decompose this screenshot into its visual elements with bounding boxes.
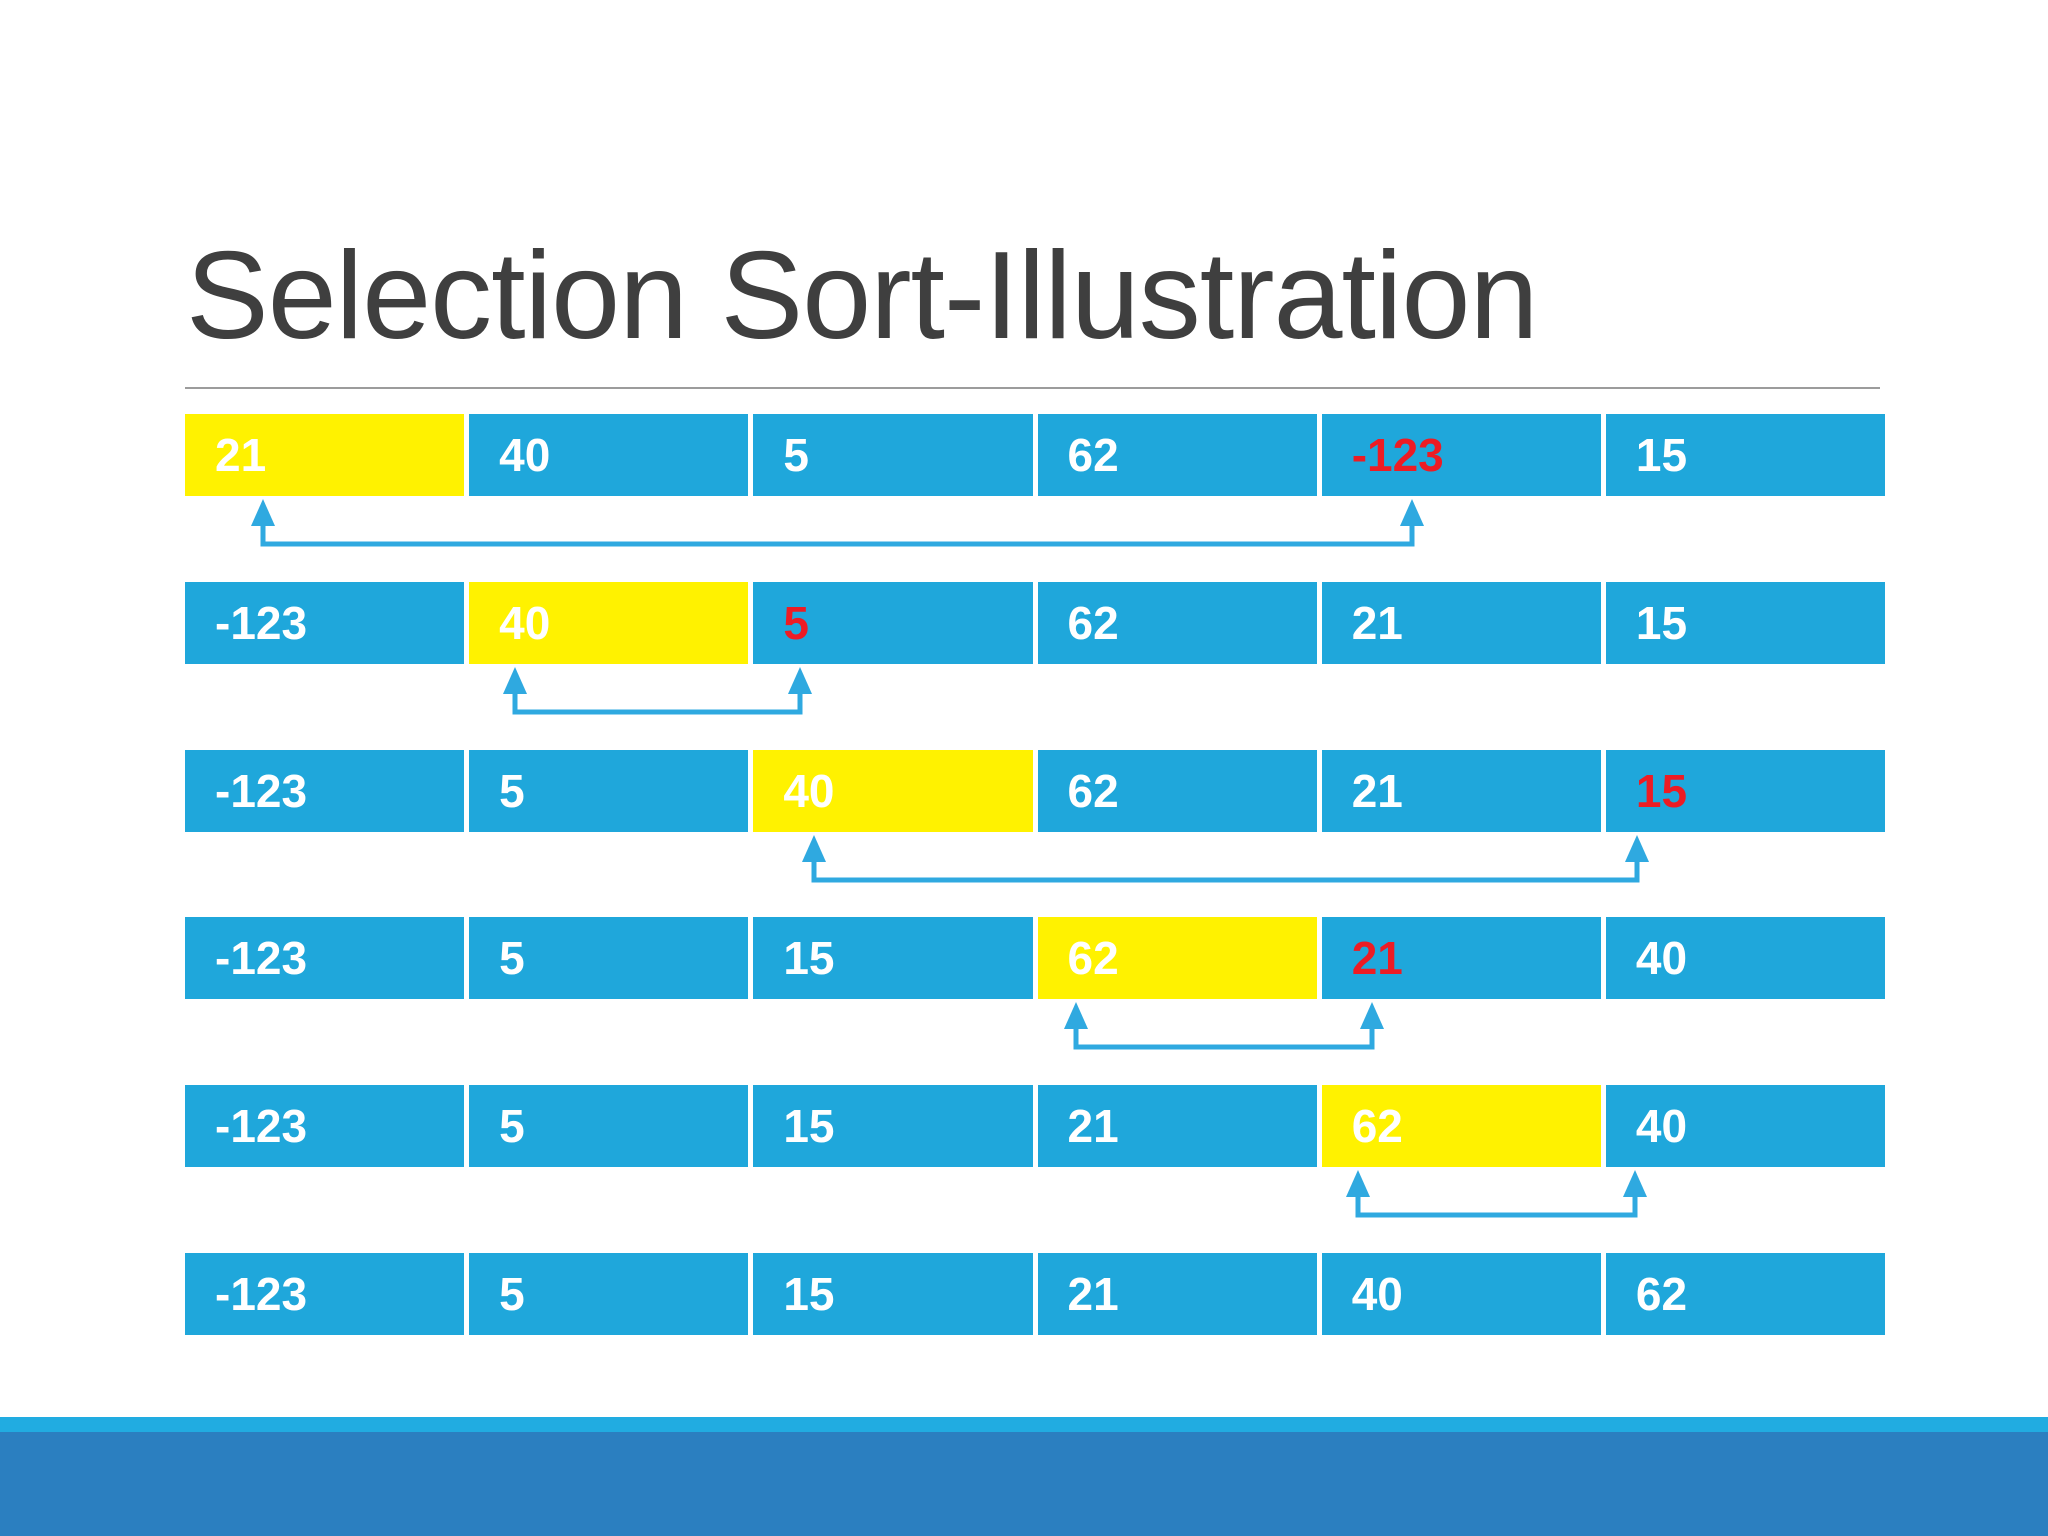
- array-row-step-1: 21 40 5 62 -123 15: [185, 414, 1886, 496]
- array-cell-step2-col5: 21: [1321, 582, 1601, 664]
- array-cell-step5-col6: 40: [1605, 1085, 1886, 1167]
- title-separator-line: [185, 387, 1880, 389]
- array-cell-step5-col5: 62: [1321, 1085, 1601, 1167]
- array-cell-step1-col1: 21: [185, 414, 465, 496]
- array-cell-step6-col4: 21: [1037, 1253, 1317, 1335]
- array-row-step-4: -123 5 15 62 21 40: [185, 917, 1886, 999]
- array-cell-step2-col1: -123: [185, 582, 465, 664]
- array-cell-step3-col3: 40: [753, 750, 1033, 832]
- array-row-step-2: -123 40 5 62 21 15: [185, 582, 1886, 664]
- array-cell-step5-col1: -123: [185, 1085, 465, 1167]
- array-cell-step2-col2: 40: [469, 582, 749, 664]
- array-cell-step3-col5: 21: [1321, 750, 1601, 832]
- array-cell-step6-col5: 40: [1321, 1253, 1601, 1335]
- array-cell-step6-col2: 5: [469, 1253, 749, 1335]
- array-cell-step4-col2: 5: [469, 917, 749, 999]
- array-cell-step6-col3: 15: [753, 1253, 1033, 1335]
- array-cell-step4-col4: 62: [1037, 917, 1317, 999]
- footer-accent-strip: [0, 1417, 2048, 1432]
- array-row-step-6: -123 5 15 21 40 62: [185, 1253, 1886, 1335]
- array-cell-step4-col1: -123: [185, 917, 465, 999]
- array-cell-step5-col3: 15: [753, 1085, 1033, 1167]
- array-row-step-3: -123 5 40 62 21 15: [185, 750, 1886, 832]
- array-cell-step5-col2: 5: [469, 1085, 749, 1167]
- footer-bar: [0, 1432, 2048, 1536]
- array-cell-step2-col6: 15: [1605, 582, 1886, 664]
- array-cell-step4-col6: 40: [1605, 917, 1886, 999]
- array-row-step-5: -123 5 15 21 62 40: [185, 1085, 1886, 1167]
- array-cell-step1-col3: 5: [753, 414, 1033, 496]
- array-cell-step1-col2: 40: [469, 414, 749, 496]
- array-cell-step3-col4: 62: [1037, 750, 1317, 832]
- array-cell-step4-col3: 15: [753, 917, 1033, 999]
- array-cell-step2-col4: 62: [1037, 582, 1317, 664]
- array-cell-step6-col6: 62: [1605, 1253, 1886, 1335]
- array-cell-step1-col5: -123: [1321, 414, 1601, 496]
- array-cell-step2-col3: 5: [753, 582, 1033, 664]
- array-cell-step1-col4: 62: [1037, 414, 1317, 496]
- array-cell-step5-col4: 21: [1037, 1085, 1317, 1167]
- array-cell-step6-col1: -123: [185, 1253, 465, 1335]
- array-cell-step1-col6: 15: [1605, 414, 1886, 496]
- array-cell-step3-col6: 15: [1605, 750, 1886, 832]
- array-cell-step4-col5: 21: [1321, 917, 1601, 999]
- slide-title: Selection Sort-Illustration: [186, 227, 1538, 365]
- array-cell-step3-col1: -123: [185, 750, 465, 832]
- array-cell-step3-col2: 5: [469, 750, 749, 832]
